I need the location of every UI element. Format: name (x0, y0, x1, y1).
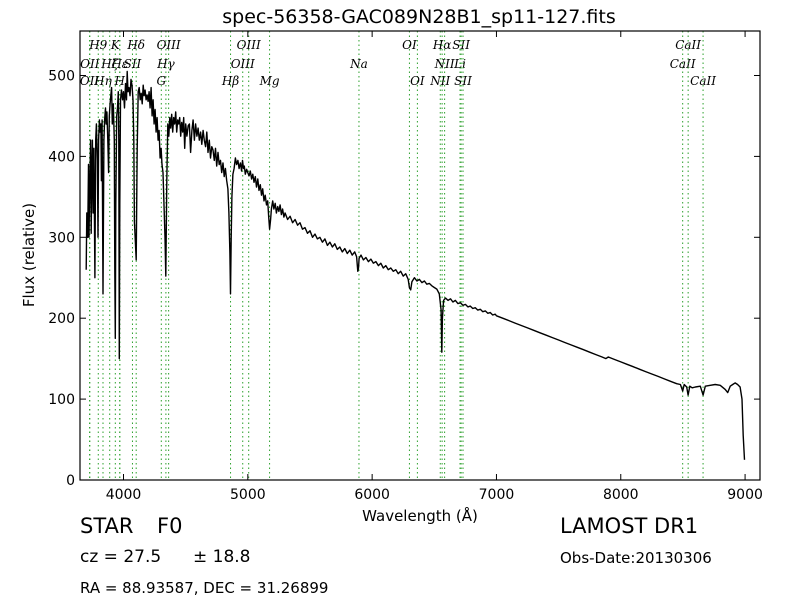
line-marker-label: Hα (432, 38, 452, 52)
line-marker-label: CaII (690, 74, 716, 88)
x-tick-label: 6000 (354, 487, 390, 503)
y-tick-label: 100 (48, 392, 75, 408)
line-marker-label: K (110, 38, 121, 52)
x-tick-label: 9000 (727, 487, 763, 503)
line-marker-label: OIII (237, 38, 261, 52)
y-tick-label: 0 (66, 473, 75, 489)
line-marker-label: Mg (259, 74, 280, 88)
line-marker-label: Na (349, 57, 368, 71)
y-tick-label: 500 (48, 68, 75, 84)
plot-frame (79, 30, 761, 481)
x-axis-label: Wavelength (Å) (362, 506, 478, 525)
line-marker-label: SII (452, 38, 470, 52)
line-marker-label: SII (454, 74, 472, 88)
line-marker-label: SII (124, 57, 142, 71)
line-marker-label: H9 (88, 38, 107, 52)
y-axis-label: Flux (relative) (20, 203, 38, 307)
x-tick-label: 7000 (479, 487, 515, 503)
line-marker-label: Hγ (156, 57, 175, 71)
line-marker-label: OIII (157, 38, 181, 52)
chart-title: spec-56358-GAC089N28B1_sp11-127.fits (222, 6, 616, 28)
line-marker-label: Hε (110, 57, 128, 71)
line-marker-label: OI (410, 74, 425, 88)
y-tick-label: 200 (48, 311, 75, 327)
cz-error: ± 18.8 (193, 547, 251, 567)
line-marker-label: OI (402, 38, 417, 52)
line-marker-label: Hη (93, 74, 112, 88)
line-marker-label: CaII (675, 38, 701, 52)
line-marker-label: OIII (231, 57, 255, 71)
y-tick-label: 300 (48, 230, 75, 246)
x-tick-label: 5000 (230, 487, 266, 503)
line-marker-label: G (157, 74, 167, 88)
survey-label: LAMOST DR1 (560, 514, 699, 538)
x-tick-label: 4000 (106, 487, 142, 503)
cz-value: cz = 27.5 (80, 547, 162, 567)
subclass-label: F0 (157, 514, 183, 538)
line-marker-label: Hδ (126, 38, 145, 52)
line-marker-label: NII (429, 74, 450, 88)
line-marker-label: OII (80, 57, 100, 71)
line-markers: OIIOIIH9HηHζKHHεSIIHδGHγOIIIHβOIIIOIIIMg… (80, 31, 716, 480)
obs-date: Obs-Date:20130306 (560, 549, 712, 567)
x-tick-label: 8000 (603, 487, 639, 503)
line-marker-label: CaII (670, 57, 696, 71)
y-axis: 0 100 200 300 400 500 (48, 68, 760, 489)
coordinates: RA = 88.93587, DEC = 31.26899 (80, 579, 329, 597)
line-marker-label: Hβ (221, 74, 239, 88)
line-marker-label: Li (453, 57, 466, 71)
line-marker-label: NII (434, 57, 455, 71)
spectrum-line (85, 70, 746, 460)
class-label: STAR (80, 514, 134, 538)
x-axis: 4000 5000 6000 7000 8000 9000 (106, 31, 763, 503)
y-tick-label: 400 (48, 149, 75, 165)
